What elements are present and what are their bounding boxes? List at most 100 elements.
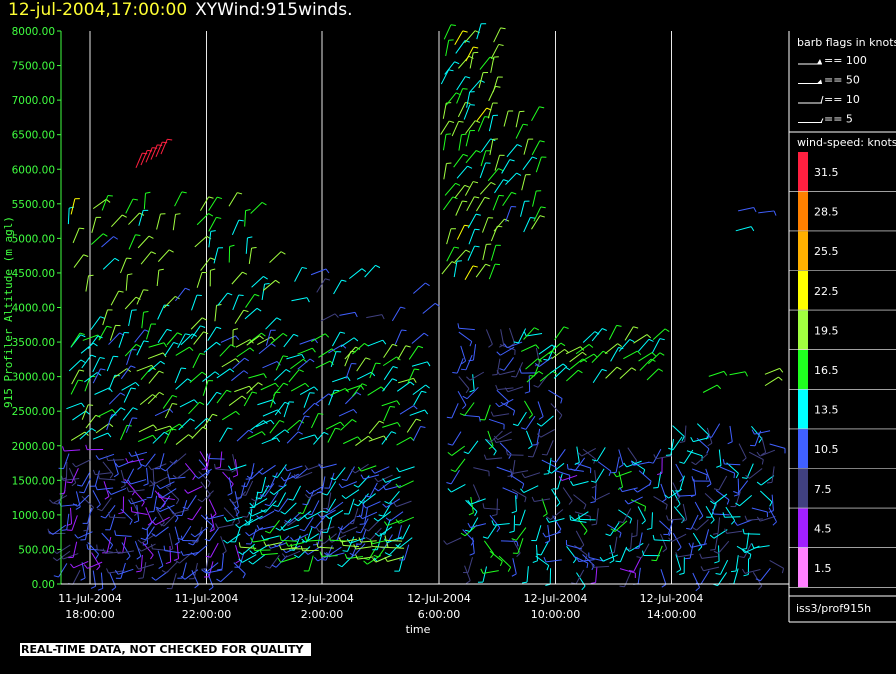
wind-barb <box>298 546 311 558</box>
wind-barb <box>479 182 492 195</box>
wind-barb-feather <box>149 484 155 487</box>
wind-barb <box>318 348 333 358</box>
wind-barb-feather <box>118 290 124 293</box>
wind-barb <box>147 352 164 360</box>
wind-barb <box>717 572 728 586</box>
wind-barb <box>463 414 480 418</box>
wind-barb-feather <box>205 555 211 558</box>
wind-barb <box>81 404 89 420</box>
wind-barb <box>578 559 595 563</box>
wind-barb <box>284 502 297 515</box>
wind-barb <box>562 487 573 501</box>
wind-barb <box>493 218 505 232</box>
wind-barb <box>173 509 189 515</box>
wind-barb-feather <box>283 382 289 386</box>
wind-barb-feather <box>130 365 136 369</box>
wind-barb-feather <box>465 388 470 394</box>
wind-barb <box>71 515 78 531</box>
wind-barb <box>367 339 384 347</box>
wind-barb <box>140 543 156 552</box>
wind-barb-feather <box>591 496 596 501</box>
wind-barb <box>602 554 619 562</box>
wind-barb-feather <box>609 552 615 554</box>
wind-barb <box>248 527 264 537</box>
wind-barb <box>113 368 128 379</box>
wind-barb-feather <box>210 268 216 271</box>
wind-barb-feather <box>130 387 136 390</box>
wind-barb-feather <box>474 196 480 199</box>
wind-barb-feather <box>653 454 657 460</box>
wind-barb <box>198 459 210 473</box>
wind-barb-feather <box>303 514 308 520</box>
wind-barb-feather <box>570 480 574 486</box>
wind-barb-feather <box>249 347 255 352</box>
wind-barb-feather <box>121 481 127 484</box>
wind-barb <box>489 514 501 529</box>
wind-barb <box>141 533 156 544</box>
wind-barb <box>106 414 113 431</box>
wind-barb <box>670 438 674 455</box>
wind-barb <box>105 504 116 519</box>
wind-barb <box>157 304 165 320</box>
wind-barb-feather <box>206 494 211 499</box>
wind-barb-feather <box>691 476 694 482</box>
wind-barb-feather <box>265 565 271 569</box>
wind-barb-feather <box>260 509 266 513</box>
wind-barb <box>275 355 284 371</box>
wind-barb-feather <box>474 511 478 517</box>
wind-barb <box>314 515 326 529</box>
wind-barb-feather <box>778 376 783 381</box>
wind-barb <box>466 386 479 400</box>
wind-barb-feather <box>458 120 464 123</box>
wind-barb <box>771 494 774 511</box>
wind-barb <box>327 428 336 443</box>
wind-barb-feather <box>369 539 373 544</box>
wind-barb-feather <box>216 326 222 330</box>
wind-barb-feather <box>285 541 289 547</box>
wind-barb <box>622 508 632 523</box>
wind-barb <box>638 338 650 352</box>
wind-barb-feather <box>185 333 191 336</box>
speed-legend-label: 19.5 <box>814 324 839 337</box>
wind-barb-feather <box>540 206 546 209</box>
wind-barb <box>718 449 722 466</box>
wind-barb <box>383 534 393 549</box>
wind-barb-feather <box>235 358 240 363</box>
wind-barb <box>124 478 136 492</box>
wind-barb <box>458 327 475 331</box>
wind-barb <box>232 454 237 470</box>
wind-barb-feather <box>216 216 222 219</box>
wind-barb <box>251 509 267 517</box>
wind-barb <box>259 525 276 531</box>
wind-barb <box>717 517 721 534</box>
wind-barb-feather <box>322 510 328 513</box>
wind-barb-feather <box>132 417 138 419</box>
wind-barb <box>489 550 503 562</box>
wind-barb-feather <box>221 550 227 555</box>
wind-barb <box>227 533 241 544</box>
wind-barb <box>172 214 177 231</box>
wind-barb-feather <box>538 416 544 420</box>
wind-barb <box>638 532 643 549</box>
wind-barb <box>557 473 563 490</box>
wind-barb-feather <box>659 352 665 356</box>
wind-barb <box>381 400 398 407</box>
wind-barb-feather <box>168 249 174 253</box>
y-tick-label: 0.00 <box>32 579 55 591</box>
wind-barb <box>336 525 343 541</box>
wind-barb <box>85 415 97 429</box>
wind-barb-feather <box>421 390 427 393</box>
wind-barb-feather <box>520 427 527 430</box>
wind-barb <box>579 353 595 363</box>
wind-barb-feather <box>238 551 243 555</box>
wind-barb <box>73 254 84 268</box>
wind-barb <box>165 459 178 472</box>
wind-barb-feather <box>304 465 309 470</box>
wind-barb-feather <box>653 486 659 489</box>
wind-barb <box>134 329 145 343</box>
wind-barb-feather <box>126 486 130 492</box>
wind-barb <box>269 251 282 264</box>
wind-barb <box>369 362 377 379</box>
wind-barb-feather <box>114 462 119 468</box>
wind-barb <box>308 555 314 572</box>
